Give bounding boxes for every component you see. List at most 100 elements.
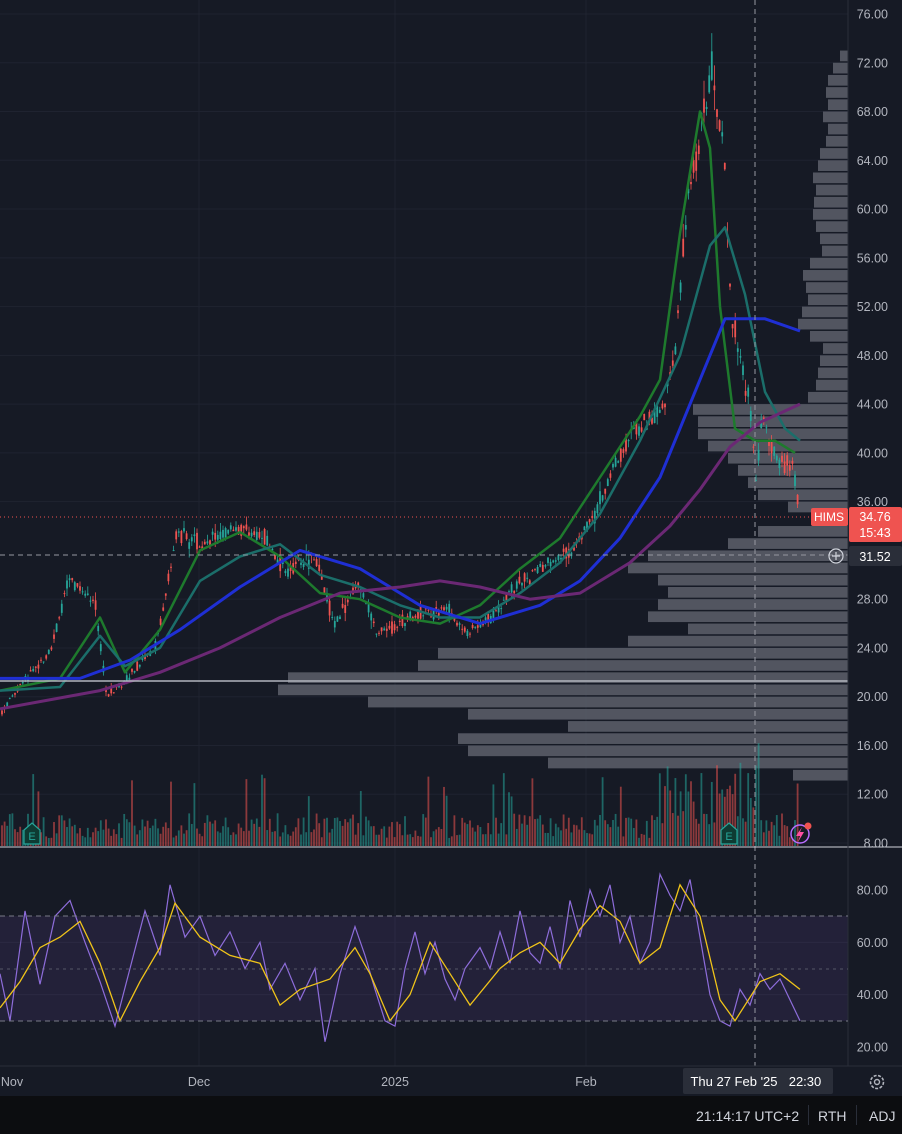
candle-body: [203, 541, 206, 545]
volume-bar: [768, 830, 770, 846]
candle-body: [791, 460, 794, 464]
candle-body: [229, 525, 232, 530]
candle-body: [32, 668, 35, 672]
volume-bar: [401, 835, 404, 846]
chart-canvas[interactable]: E E 76.00 72.00 68.00 64.00 60.00 56.00 52.00 4…: [0, 0, 902, 1096]
candle-body: [643, 413, 646, 421]
volume-bar: [565, 828, 568, 846]
volume-bar: [570, 832, 573, 846]
candle-body: [742, 365, 744, 375]
volume-bar: [370, 826, 373, 846]
volume-bar: [695, 818, 698, 846]
candle-body: [471, 625, 474, 628]
crosshair-date: Thu 27 Feb '25: [690, 1074, 777, 1089]
rsi-axis[interactable]: 80.00 60.00 40.00 20.00: [857, 884, 888, 1055]
price-tick-label: 24.00: [857, 641, 888, 655]
candle-body: [110, 687, 113, 694]
candle-body: [222, 529, 224, 538]
volume-bar: [443, 786, 445, 846]
candle-body: [55, 623, 58, 632]
candle-body: [378, 632, 380, 634]
candle-body: [440, 607, 443, 609]
candle-body: [690, 181, 692, 185]
volume-bar: [388, 826, 391, 846]
settings-gear-icon[interactable]: [869, 1074, 885, 1090]
candle-body: [479, 622, 482, 628]
candle-body: [190, 537, 193, 542]
candle-body: [289, 565, 292, 571]
volume-bar: [305, 832, 308, 846]
volume-bar: [703, 813, 705, 846]
volume-bar: [40, 832, 42, 846]
volume-bar: [508, 792, 510, 846]
volume-bar: [697, 823, 700, 846]
earnings-marker[interactable]: E: [720, 822, 738, 845]
candle-body: [180, 530, 183, 544]
volume-bar: [422, 814, 425, 846]
volume-bar: [775, 815, 778, 846]
chart-overlays: [0, 0, 902, 1067]
candle-body: [242, 526, 245, 529]
volume-bar: [513, 813, 516, 846]
volume-profile-bar: [828, 74, 848, 86]
volume-bar: [749, 797, 752, 846]
candle-body: [372, 621, 375, 624]
candle-body: [34, 666, 37, 668]
time-axis[interactable]: Nov Dec 2025 Feb: [1, 1075, 597, 1089]
candle-body: [674, 346, 677, 355]
price-tick-label: 16.00: [857, 739, 888, 753]
candle-body: [456, 622, 458, 626]
candle-body: [362, 593, 365, 598]
volume-bar: [331, 828, 334, 846]
candle-body: [414, 615, 417, 618]
clock-timezone[interactable]: 21:14:17 UTC+2: [696, 1108, 800, 1124]
candle-body: [502, 599, 505, 601]
candle-body: [219, 531, 222, 540]
candle-body: [716, 109, 718, 117]
volume-bar: [786, 826, 789, 846]
candle-body: [583, 526, 586, 531]
volume-profile-bar: [820, 233, 848, 245]
candle-body: [331, 617, 334, 619]
volume-profile-bar: [828, 99, 848, 111]
volume-bar: [671, 813, 674, 846]
candle-body: [183, 528, 185, 532]
volume-bar: [326, 817, 328, 846]
volume-bar: [138, 830, 141, 846]
candle-body: [250, 532, 253, 537]
rsi-moving-average-line: [0, 883, 801, 1023]
volume-bar: [81, 835, 84, 846]
candle-body: [92, 599, 94, 601]
volume-profile-bar: [758, 489, 848, 501]
volume-bar: [411, 837, 414, 846]
candle-body: [185, 533, 188, 540]
adjustment-toggle[interactable]: ADJ: [869, 1108, 896, 1124]
symbol-price-label: HIMS 34.76 15:43: [811, 507, 902, 542]
volume-bar: [375, 834, 378, 846]
volume-profile-bar: [748, 477, 848, 488]
rsi-tick-label: 40.00: [857, 988, 888, 1002]
volume-bar: [427, 776, 430, 846]
candle-body: [632, 427, 635, 430]
volume-bar: [378, 834, 380, 846]
volume-bar: [762, 832, 765, 846]
candle-body: [729, 283, 731, 287]
earnings-marker[interactable]: E: [23, 822, 41, 845]
volume-bar: [713, 822, 716, 846]
volume-bar: [523, 815, 526, 846]
session-toggle[interactable]: RTH: [818, 1108, 847, 1124]
add-alert-icon[interactable]: [828, 548, 844, 564]
volume-bar: [73, 824, 76, 846]
candle-body: [513, 590, 516, 594]
volume-bar: [549, 818, 552, 846]
candle-body: [19, 684, 22, 686]
candle-body: [453, 618, 456, 621]
volume-profile-bar: [826, 135, 848, 147]
candle-body: [778, 459, 781, 469]
price-axis[interactable]: 76.00 72.00 68.00 64.00 60.00 56.00 52.00 48.00…: [857, 8, 888, 851]
candle-body: [734, 320, 737, 338]
lightning-event-icon[interactable]: [790, 822, 812, 844]
candle-body: [718, 120, 721, 131]
volume-profile-bar: [816, 379, 848, 391]
volume-bar: [206, 815, 209, 846]
